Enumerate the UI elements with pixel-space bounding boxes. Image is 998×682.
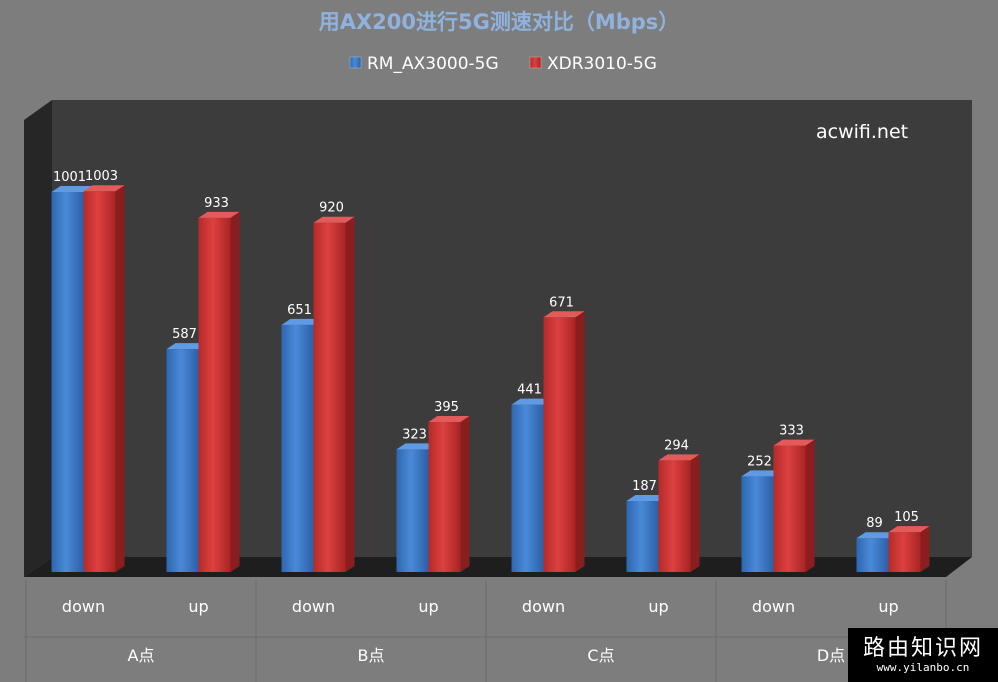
bar-top-rm-ax3000-7 bbox=[856, 532, 898, 539]
category-label-1: up bbox=[188, 597, 208, 616]
data-label-rm-ax3000-0: 1001 bbox=[53, 170, 86, 185]
bar-rm-ax3000-7 bbox=[856, 538, 889, 572]
bar-top-rm-ax3000-6 bbox=[741, 470, 783, 477]
data-label-rm-ax3000-2: 651 bbox=[287, 303, 312, 318]
bar-top-rm-ax3000-5 bbox=[626, 495, 668, 502]
category-label-3: up bbox=[418, 597, 438, 616]
data-label-rm-ax3000-4: 441 bbox=[517, 383, 542, 398]
bar-side-xdr3010-0 bbox=[115, 185, 125, 572]
group-label-0: A点 bbox=[128, 646, 155, 665]
bar-top-xdr3010-3 bbox=[428, 416, 470, 423]
legend-label-rm-ax3000: RM_AX3000-5G bbox=[367, 54, 499, 74]
data-label-rm-ax3000-3: 323 bbox=[402, 427, 427, 442]
data-label-xdr3010-6: 333 bbox=[779, 424, 804, 439]
bar-rm-ax3000-5 bbox=[626, 501, 659, 572]
bar-top-xdr3010-4 bbox=[543, 311, 585, 318]
bar-xdr3010-4 bbox=[543, 317, 576, 572]
data-label-rm-ax3000-6: 252 bbox=[747, 454, 772, 469]
group-label-2: C点 bbox=[587, 646, 614, 665]
bar-side-xdr3010-3 bbox=[460, 416, 470, 572]
bar-rm-ax3000-2 bbox=[281, 324, 314, 572]
bar-top-xdr3010-6 bbox=[773, 439, 815, 446]
bar-top-xdr3010-0 bbox=[83, 185, 125, 192]
plot-floor bbox=[24, 557, 972, 577]
data-label-xdr3010-0: 1003 bbox=[85, 169, 118, 184]
site-stamp: 路由知识网 www.yilanbo.cn bbox=[848, 628, 998, 682]
bar-xdr3010-1 bbox=[198, 217, 231, 572]
bar-xdr3010-2 bbox=[313, 222, 346, 572]
watermark: acwifi.net bbox=[816, 121, 908, 143]
bar-top-rm-ax3000-3 bbox=[396, 443, 438, 450]
stamp-url: www.yilanbo.cn bbox=[876, 661, 970, 674]
bar-rm-ax3000-6 bbox=[741, 476, 774, 572]
bar-rm-ax3000-4 bbox=[511, 404, 544, 572]
bar-top-xdr3010-1 bbox=[198, 211, 240, 218]
data-label-xdr3010-7: 105 bbox=[894, 510, 919, 525]
bar-top-xdr3010-2 bbox=[313, 216, 355, 223]
bar-side-xdr3010-7 bbox=[920, 526, 930, 572]
bars bbox=[51, 185, 930, 572]
bar-top-rm-ax3000-1 bbox=[166, 343, 208, 350]
bar-side-xdr3010-1 bbox=[230, 211, 240, 572]
bar-side-xdr3010-6 bbox=[805, 439, 815, 572]
category-label-5: up bbox=[648, 597, 668, 616]
stamp-title: 路由知识网 bbox=[862, 636, 983, 661]
data-label-rm-ax3000-7: 89 bbox=[866, 516, 883, 531]
group-label-1: B点 bbox=[358, 646, 385, 665]
bar-top-rm-ax3000-4 bbox=[511, 398, 553, 405]
data-label-xdr3010-2: 920 bbox=[319, 201, 344, 216]
bar-side-xdr3010-4 bbox=[575, 311, 585, 572]
category-label-0: down bbox=[62, 597, 105, 616]
legend-label-xdr3010: XDR3010-5G bbox=[547, 54, 657, 74]
data-label-rm-ax3000-1: 587 bbox=[172, 327, 197, 342]
bar-xdr3010-0 bbox=[83, 191, 116, 572]
bar-side-xdr3010-5 bbox=[690, 454, 700, 572]
category-label-6: down bbox=[752, 597, 795, 616]
category-label-7: up bbox=[878, 597, 898, 616]
legend: RM_AX3000-5G XDR3010-5G bbox=[349, 54, 657, 74]
bar-top-xdr3010-5 bbox=[658, 454, 700, 461]
chart-title: 用AX200进行5G测速对比（Mbps） bbox=[319, 10, 680, 34]
bar-rm-ax3000-3 bbox=[396, 449, 429, 572]
bar-xdr3010-3 bbox=[428, 422, 461, 572]
bar-side-xdr3010-2 bbox=[345, 216, 355, 572]
category-label-2: down bbox=[292, 597, 335, 616]
bar-top-rm-ax3000-2 bbox=[281, 318, 323, 325]
legend-swatch-rm-ax3000 bbox=[349, 56, 362, 69]
bar-xdr3010-5 bbox=[658, 460, 691, 572]
data-label-xdr3010-5: 294 bbox=[664, 438, 689, 453]
data-label-xdr3010-4: 671 bbox=[549, 295, 574, 310]
bar-top-xdr3010-7 bbox=[888, 526, 930, 533]
data-label-rm-ax3000-5: 187 bbox=[632, 479, 657, 494]
bar-rm-ax3000-0 bbox=[51, 192, 84, 572]
group-label-3: D点 bbox=[817, 646, 845, 665]
bar-xdr3010-7 bbox=[888, 532, 921, 572]
bar-xdr3010-6 bbox=[773, 445, 806, 572]
data-label-xdr3010-3: 395 bbox=[434, 400, 459, 415]
category-axis: down up down up down up down up A点 B点 C点 D点 bbox=[24, 580, 947, 682]
category-label-4: down bbox=[522, 597, 565, 616]
legend-swatch-xdr3010 bbox=[529, 56, 542, 69]
bar-rm-ax3000-1 bbox=[166, 349, 199, 572]
plot-side-wall bbox=[24, 100, 52, 577]
bar-top-rm-ax3000-0 bbox=[51, 186, 93, 192]
data-label-xdr3010-1: 933 bbox=[204, 196, 229, 211]
